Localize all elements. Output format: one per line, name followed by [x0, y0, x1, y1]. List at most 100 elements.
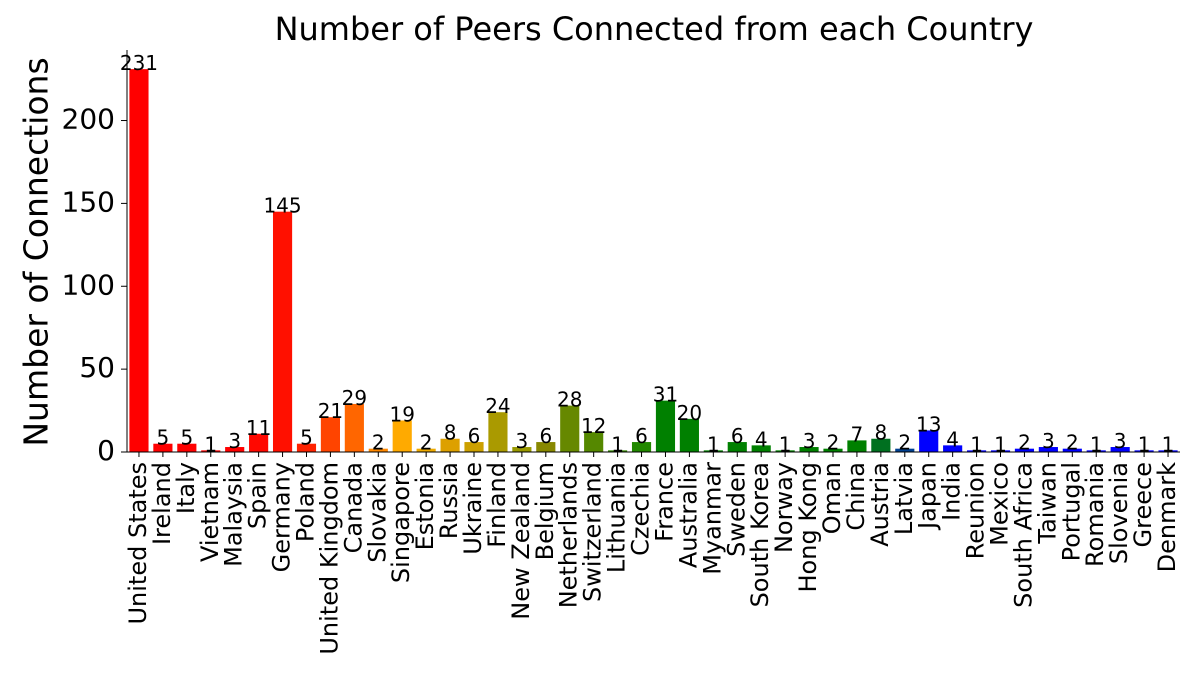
- x-tick-label: Singapore: [387, 462, 415, 583]
- x-tick-label: Germany: [268, 462, 296, 572]
- value-label: 6: [468, 424, 481, 448]
- bar: [990, 450, 1011, 452]
- value-label: 1: [994, 432, 1007, 456]
- value-label: 3: [1114, 429, 1127, 453]
- value-label: 5: [180, 426, 193, 450]
- bar: [153, 443, 173, 452]
- value-label: 21: [318, 399, 343, 423]
- value-label: 11: [246, 416, 271, 440]
- bar: [392, 420, 412, 452]
- value-label: 2: [1018, 431, 1031, 455]
- value-label: 1: [611, 432, 624, 456]
- value-label: 2: [420, 431, 433, 455]
- y-axis-label: Number of Connections: [17, 57, 56, 446]
- value-label: 12: [581, 414, 606, 438]
- bar: [919, 430, 939, 452]
- value-label: 1: [1090, 432, 1103, 456]
- value-label: 1: [1138, 432, 1151, 456]
- x-tick-label: Romania: [1081, 462, 1109, 567]
- x-tick-label: New Zealand: [507, 462, 535, 620]
- bar: [1038, 447, 1058, 452]
- value-label: 3: [516, 429, 529, 453]
- x-tick-label: Vietnam: [196, 462, 224, 562]
- bar: [608, 450, 628, 452]
- value-label: 20: [677, 401, 702, 425]
- bar: [871, 438, 891, 452]
- value-label: 1: [779, 432, 792, 456]
- y-tick-label: 100: [62, 268, 115, 301]
- x-tick-label: Switzerland: [579, 462, 607, 602]
- bar: [440, 438, 460, 452]
- x-tick-label: India: [938, 462, 966, 521]
- x-tick-label: Lithuania: [603, 462, 631, 573]
- bar: [296, 443, 317, 452]
- x-tick-label: Sweden: [722, 462, 750, 557]
- value-label: 6: [731, 424, 744, 448]
- value-label: 8: [444, 421, 457, 445]
- value-label: 231: [120, 51, 158, 75]
- x-tick-label: Canada: [339, 462, 367, 553]
- value-label: 8: [874, 421, 887, 445]
- value-label: 1: [707, 432, 720, 456]
- value-label: 1: [1162, 432, 1175, 456]
- bar: [272, 211, 293, 452]
- x-tick-label: Italy: [172, 462, 200, 514]
- bar: [129, 69, 149, 453]
- value-label: 24: [485, 394, 510, 418]
- value-label: 31: [653, 383, 678, 407]
- value-label: 3: [228, 429, 241, 453]
- y-tick-label: 150: [62, 185, 115, 218]
- x-tick-label: Taiwan: [1033, 462, 1061, 545]
- bar: [1014, 448, 1035, 452]
- bar: [584, 432, 604, 452]
- x-tick-label: Australia: [674, 462, 702, 568]
- value-label: 5: [300, 426, 313, 450]
- value-label: 2: [1066, 431, 1079, 455]
- value-label: 4: [755, 427, 768, 451]
- x-tick-label: Spain: [244, 462, 272, 529]
- x-tick-label: France: [650, 462, 678, 542]
- value-label: 7: [851, 422, 864, 446]
- value-label: 19: [389, 403, 414, 427]
- bar: [655, 400, 676, 452]
- x-tick-label: Ireland: [148, 462, 176, 545]
- bar: [1062, 448, 1082, 452]
- x-tick-label: Greece: [1129, 462, 1157, 547]
- x-tick-label: China: [842, 462, 870, 531]
- bar: [344, 403, 364, 452]
- x-tick-label: Belgium: [531, 462, 559, 560]
- x-tick-label: Mexico: [986, 462, 1014, 546]
- x-tick-label: Netherlands: [555, 462, 583, 608]
- bar: [775, 450, 795, 452]
- bar: [249, 433, 269, 452]
- x-tick-label: Myanmar: [698, 462, 726, 575]
- x-tick-label: Slovenia: [1105, 462, 1133, 564]
- x-tick-label: South Africa: [1009, 462, 1037, 608]
- x-tick-label: United States: [124, 462, 152, 625]
- bar: [823, 448, 843, 452]
- x-tick-label: South Korea: [746, 462, 774, 607]
- x-tick-label: Poland: [291, 462, 319, 542]
- value-label: 5: [157, 426, 170, 450]
- bar: [320, 417, 340, 452]
- bar: [368, 448, 388, 452]
- value-label: 6: [635, 424, 648, 448]
- bar: [464, 442, 484, 452]
- y-tick-label: 50: [79, 351, 115, 384]
- x-tick-label: Oman: [818, 462, 846, 534]
- value-label: 29: [342, 386, 367, 410]
- bar: [201, 450, 221, 452]
- value-label: 13: [916, 412, 941, 436]
- bar: [225, 447, 245, 452]
- bar: [512, 447, 532, 452]
- bar: [1158, 450, 1178, 452]
- x-tick-label: Russia: [435, 462, 463, 539]
- x-tick-label: Czechia: [627, 462, 655, 556]
- y-tick-label: 0: [97, 434, 115, 467]
- bar: [703, 450, 723, 452]
- bar: [1086, 450, 1106, 452]
- value-label: 2: [898, 431, 911, 455]
- x-tick-label: Denmark: [1153, 462, 1181, 572]
- x-tick-label: Slovakia: [363, 462, 391, 563]
